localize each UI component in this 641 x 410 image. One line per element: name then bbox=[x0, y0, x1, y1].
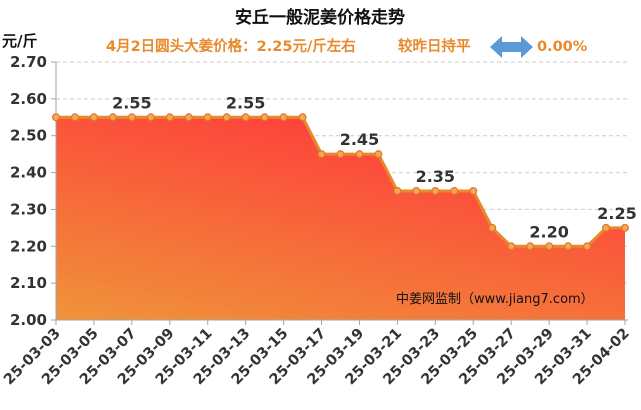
data-point bbox=[602, 223, 611, 232]
price-area bbox=[56, 117, 625, 320]
data-label: 2.25 bbox=[597, 204, 636, 223]
y-tick-label: 2.30 bbox=[10, 200, 47, 218]
data-point bbox=[70, 113, 79, 122]
y-tick-label: 2.40 bbox=[10, 164, 47, 182]
data-point bbox=[412, 187, 421, 196]
y-tick-label: 2.10 bbox=[10, 274, 47, 292]
data-point bbox=[564, 242, 573, 251]
data-point bbox=[241, 113, 250, 122]
data-point bbox=[545, 242, 554, 251]
price-summary: 4月2日圆头大姜价格：2.25元/斤左右 bbox=[106, 37, 356, 55]
y-tick-label: 2.20 bbox=[10, 237, 47, 255]
data-point bbox=[431, 187, 440, 196]
data-point bbox=[222, 113, 231, 122]
data-point bbox=[336, 150, 345, 159]
data-label: 2.55 bbox=[226, 93, 265, 112]
double-arrow-icon bbox=[490, 36, 533, 58]
change-percent: 0.00% bbox=[537, 39, 588, 55]
data-point bbox=[184, 113, 193, 122]
data-point bbox=[469, 187, 478, 196]
data-point bbox=[620, 223, 629, 232]
axes bbox=[55, 62, 628, 321]
data-label: 2.35 bbox=[416, 167, 455, 186]
chart-title: 安丘一般泥姜价格走势 bbox=[235, 7, 405, 28]
data-point bbox=[298, 113, 307, 122]
data-point bbox=[108, 113, 117, 122]
watermark: 中姜网监制（www.jiang7.com） bbox=[396, 292, 594, 307]
data-point bbox=[355, 150, 364, 159]
data-point bbox=[317, 150, 326, 159]
data-points bbox=[51, 113, 629, 251]
y-axis-ticks: 2.70 2.60 2.50 2.40 2.30 2.20 2.10 2.00 bbox=[10, 53, 56, 329]
data-label: 2.45 bbox=[340, 130, 379, 149]
data-point bbox=[374, 150, 383, 159]
x-axis-ticks: 25-03-0325-03-0525-03-0725-03-0925-03-11… bbox=[1, 320, 633, 388]
data-point bbox=[127, 113, 136, 122]
header-summary: 4月2日圆头大姜价格：2.25元/斤左右 较昨日持平 0.00% bbox=[106, 36, 588, 58]
data-point bbox=[279, 113, 288, 122]
data-point bbox=[393, 187, 402, 196]
data-point bbox=[526, 242, 535, 251]
data-point bbox=[260, 113, 269, 122]
data-label: 2.20 bbox=[529, 222, 568, 241]
data-point bbox=[450, 187, 459, 196]
data-point bbox=[89, 113, 98, 122]
data-labels: 2.55 2.55 2.45 2.35 2.20 2.25 bbox=[112, 93, 637, 241]
data-point bbox=[583, 242, 592, 251]
data-point bbox=[507, 242, 516, 251]
y-tick-label: 2.00 bbox=[10, 311, 47, 329]
y-tick-label: 2.60 bbox=[10, 90, 47, 108]
change-summary: 较昨日持平 bbox=[398, 37, 471, 55]
data-point bbox=[146, 113, 155, 122]
data-label: 2.55 bbox=[112, 93, 151, 112]
data-point bbox=[488, 223, 497, 232]
data-point bbox=[165, 113, 174, 122]
data-point bbox=[203, 113, 212, 122]
data-point bbox=[51, 113, 60, 122]
y-axis-unit: 元/斤 bbox=[2, 32, 37, 50]
y-tick-label: 2.70 bbox=[10, 53, 47, 71]
y-tick-label: 2.50 bbox=[10, 127, 47, 145]
